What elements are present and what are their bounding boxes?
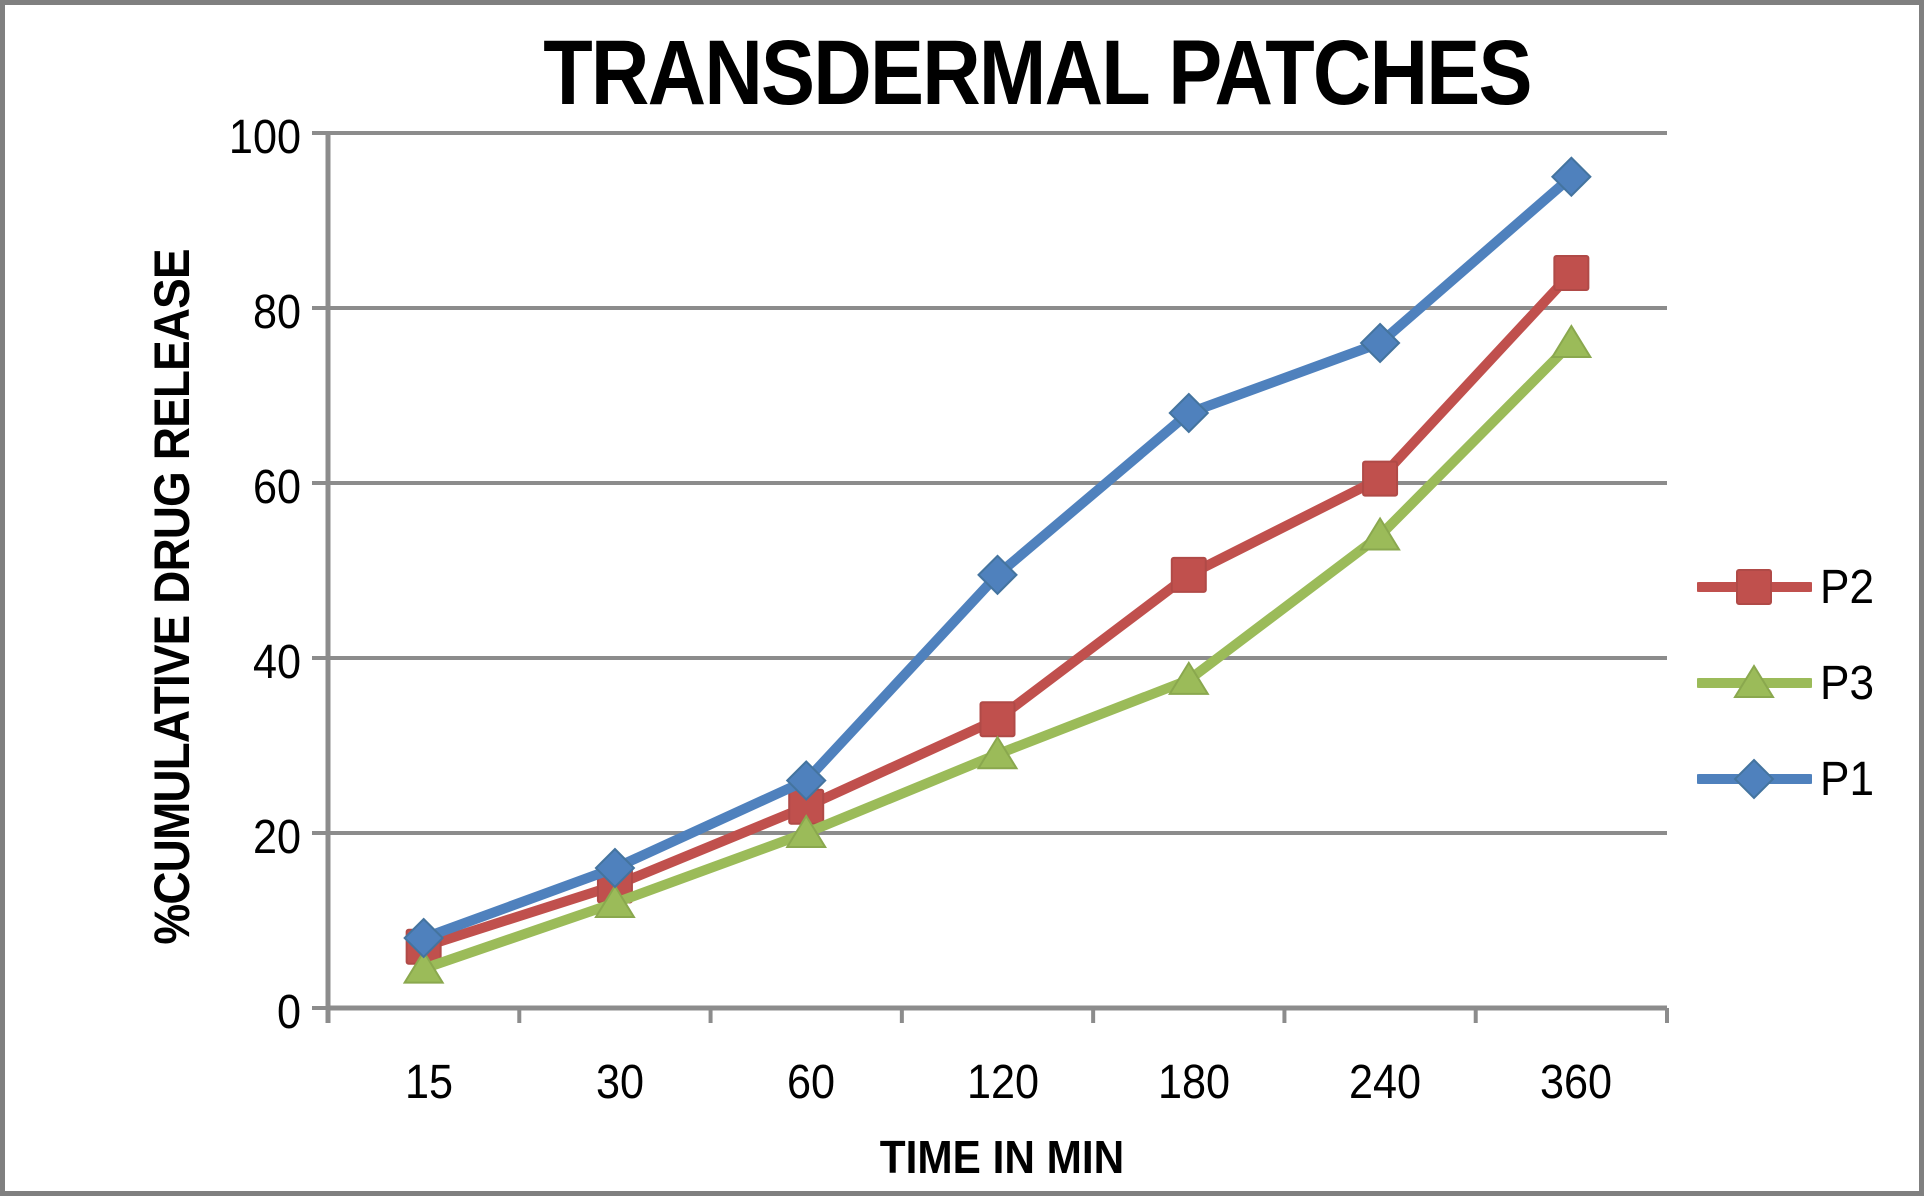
plot-area xyxy=(312,131,1669,1023)
data-point-marker xyxy=(1553,255,1590,291)
legend-label: P1 xyxy=(1820,752,1875,806)
data-point-marker xyxy=(594,847,636,889)
x-tick-label: 120 xyxy=(966,1056,1039,1109)
data-point-marker xyxy=(402,949,445,984)
legend-swatch-square-icon xyxy=(1697,569,1812,605)
x-tick-label: 15 xyxy=(404,1056,453,1109)
x-tick-label: 360 xyxy=(1540,1056,1613,1109)
data-point-marker xyxy=(1170,556,1207,593)
data-point-marker xyxy=(1362,460,1399,497)
data-point-marker xyxy=(977,554,1018,596)
data-point-marker xyxy=(594,884,636,918)
data-point-marker xyxy=(979,701,1016,738)
legend-label: P3 xyxy=(1820,656,1875,710)
data-point-marker xyxy=(1359,322,1401,364)
legend-swatch-triangle-icon xyxy=(1697,664,1812,698)
x-tick-label: 180 xyxy=(1157,1056,1230,1109)
series-line-P2 xyxy=(418,268,1577,952)
legend-swatch-diamond-icon xyxy=(1697,758,1812,800)
legend-item-P2: P2 xyxy=(1697,539,1879,635)
data-point-marker xyxy=(1168,392,1210,434)
x-axis-title: TIME IN MIN xyxy=(879,1131,1125,1183)
legend-label: P2 xyxy=(1820,560,1875,614)
chart-title: TRANSDERMAL PATCHES xyxy=(543,22,1532,124)
data-point-marker xyxy=(403,917,445,959)
legend-item-P1: P1 xyxy=(1697,731,1879,827)
x-tick-label: 30 xyxy=(595,1056,644,1109)
legend-marker-diamond-icon xyxy=(1733,758,1775,800)
legend-marker-triangle-icon xyxy=(1733,664,1775,698)
series-P1 xyxy=(403,156,1592,959)
y-tick-label: 80 xyxy=(252,286,301,339)
legend-item-P3: P3 xyxy=(1697,635,1879,731)
legend-marker-square-icon xyxy=(1736,569,1772,605)
data-point-marker xyxy=(1168,660,1210,695)
y-tick-label: 40 xyxy=(252,636,301,689)
gridlines xyxy=(328,131,1667,835)
data-point-marker xyxy=(976,735,1019,770)
y-tick-label: 0 xyxy=(276,986,301,1039)
data-point-marker xyxy=(785,814,827,848)
series-P3 xyxy=(402,324,1593,984)
data-point-marker xyxy=(1359,516,1401,551)
y-tick-label: 60 xyxy=(252,461,301,514)
y-tick-label: 20 xyxy=(252,811,301,864)
y-tick-label: 100 xyxy=(228,111,301,164)
x-tick-label: 60 xyxy=(787,1056,836,1109)
data-point-marker xyxy=(1550,156,1592,198)
series-P2 xyxy=(405,255,1590,965)
data-point-marker xyxy=(1550,324,1593,358)
axes xyxy=(312,131,1669,1023)
data-point-marker xyxy=(785,760,827,801)
x-tick-label: 240 xyxy=(1349,1056,1422,1109)
